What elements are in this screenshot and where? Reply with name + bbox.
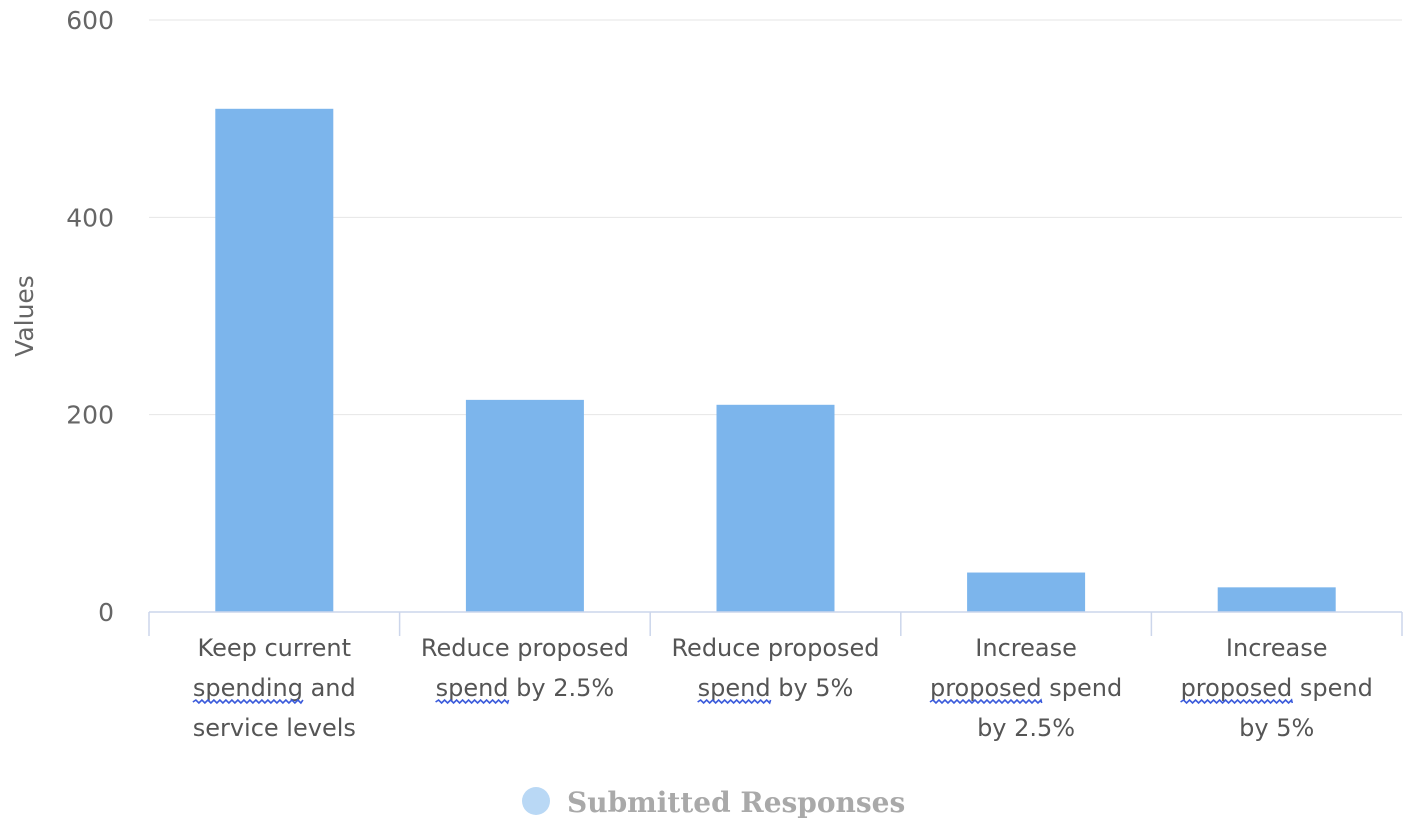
x-axis bbox=[148, 611, 1403, 636]
x-category-label: proposed spend bbox=[930, 674, 1122, 702]
bar[interactable] bbox=[967, 572, 1086, 612]
x-category-label: by 5% bbox=[1239, 714, 1314, 742]
bar[interactable] bbox=[1217, 587, 1336, 612]
x-category-label: proposed spend bbox=[1181, 674, 1373, 702]
legend-marker-icon bbox=[522, 787, 550, 815]
y-axis-title: Values bbox=[10, 275, 39, 357]
x-category-label: Increase bbox=[975, 634, 1077, 662]
spellcheck-squiggle bbox=[435, 698, 510, 705]
legend[interactable]: Submitted Responses bbox=[522, 786, 905, 819]
spellcheck-squiggle bbox=[929, 698, 1043, 705]
x-category-label: spend by 2.5% bbox=[436, 674, 615, 702]
x-category-label: Increase bbox=[1226, 634, 1328, 662]
legend-label[interactable]: Submitted Responses bbox=[567, 786, 905, 819]
spellcheck-squiggle bbox=[697, 698, 772, 705]
bar[interactable] bbox=[215, 108, 334, 613]
grid-lines bbox=[149, 19, 1402, 416]
y-tick-label: 400 bbox=[66, 203, 114, 232]
x-category-label: by 2.5% bbox=[977, 714, 1075, 742]
y-tick-label: 0 bbox=[98, 598, 114, 627]
x-category-label: spend by 5% bbox=[698, 674, 854, 702]
y-axis-ticks: 0 200 400 600 bbox=[66, 6, 114, 627]
bar[interactable] bbox=[465, 399, 584, 612]
x-category-label: Keep current bbox=[198, 634, 352, 662]
x-category-label: Reduce proposed bbox=[421, 634, 629, 662]
bars bbox=[215, 108, 1336, 613]
x-axis-category-labels: Keep current spending and service levels Re… bbox=[192, 634, 1373, 742]
spellcheck-squiggle bbox=[192, 698, 304, 705]
bar[interactable] bbox=[716, 404, 835, 612]
x-category-label: Reduce proposed bbox=[671, 634, 879, 662]
x-category-label: service levels bbox=[193, 714, 356, 742]
x-category-label: spending and bbox=[193, 674, 356, 702]
y-tick-label: 200 bbox=[66, 401, 114, 430]
y-tick-label: 600 bbox=[66, 6, 114, 35]
spellcheck-squiggle bbox=[1180, 698, 1294, 705]
